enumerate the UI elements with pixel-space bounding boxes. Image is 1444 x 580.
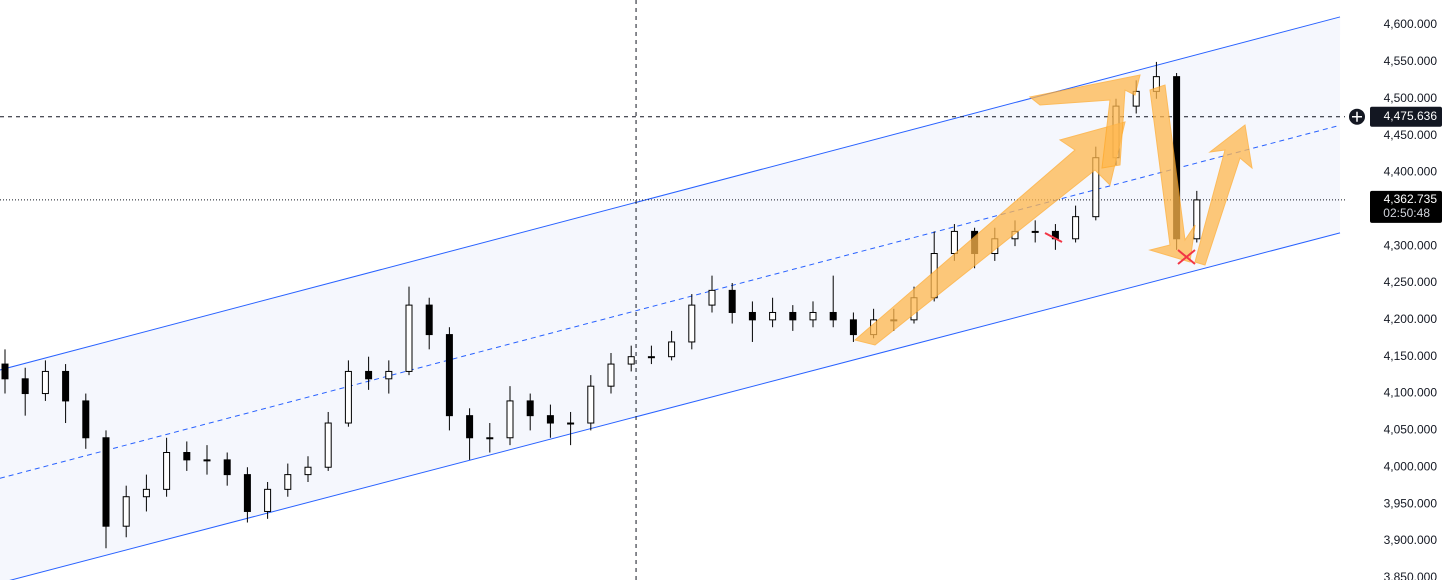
candle-body [163,452,171,490]
candle-body [809,311,817,321]
last-price-bg [1370,190,1442,223]
candle-body [627,356,635,365]
price-axis-bg [1345,0,1444,580]
channel-upper [0,16,1341,371]
candle-body [203,459,211,462]
candle-body [385,370,393,380]
y-tick-label: 4,300.000 [1384,238,1438,252]
crosshair-label: 4,475.636 [1384,109,1438,123]
candle-body [405,304,413,372]
candle-body [102,437,110,527]
candle-body [223,459,231,476]
candle-body [567,422,575,425]
candle-body [304,466,312,476]
crosshair-label-bg [1370,106,1442,127]
candle-body [344,370,352,424]
candle-body [587,385,595,424]
candle-body [607,363,615,387]
candle-body [506,400,514,439]
trend-arrow [1148,84,1196,263]
y-tick-label: 3,850.000 [1384,570,1438,580]
candle-body [21,378,29,395]
y-tick-label: 4,550.000 [1384,54,1438,68]
countdown: 02:50:48 [1383,206,1430,220]
candle-body [243,474,251,512]
trend-arrow [1194,124,1253,266]
candle-body [1,363,9,380]
y-tick-label: 4,000.000 [1384,459,1438,473]
candle-body [62,370,70,402]
candle-body [425,304,433,336]
y-tick-label: 3,950.000 [1384,496,1438,510]
candle-body [284,474,292,490]
channel-lower [9,232,1341,580]
candle-body [445,334,453,417]
candle-body [849,319,857,336]
candle-body [647,356,655,359]
add-alert-plus [1352,111,1362,122]
y-tick-label: 4,100.000 [1384,386,1438,400]
y-tick-label: 4,200.000 [1384,312,1438,326]
candle-body [708,289,716,306]
y-tick-label: 4,450.000 [1384,128,1438,142]
candle-body [546,415,554,424]
y-tick-label: 4,400.000 [1384,165,1438,179]
y-tick-label: 4,600.000 [1384,17,1438,31]
drawings [853,74,1253,346]
candle-body [728,289,736,313]
cross-mark [1044,232,1196,265]
candle-body [486,437,494,440]
candle-body [789,311,797,321]
candle-body [829,311,837,321]
candle-body [1072,216,1080,240]
candle-body [41,370,49,395]
candle-body [466,415,474,439]
candle-body [365,370,373,380]
candle-body [82,400,90,439]
candle-body [264,488,272,512]
candle-body [526,400,534,417]
y-tick-label: 4,500.000 [1384,91,1438,105]
channel-middle [0,124,1341,479]
last-price-label: 4,362.735 [1384,192,1438,206]
candle-body [668,341,676,358]
candle-body [183,452,191,461]
y-tick-label: 4,250.000 [1384,275,1438,289]
candle-body [1193,199,1201,240]
y-tick-label: 3,900.000 [1384,533,1438,547]
y-tick-label: 4,050.000 [1384,423,1438,437]
candle-body [324,422,332,468]
candle-body [1031,230,1039,233]
y-tick-label: 4,150.000 [1384,349,1438,363]
trend-arrow [1028,74,1141,169]
candle-body [688,304,696,343]
candle-body [769,311,777,321]
candle-body [142,488,150,498]
channel-fill [0,16,1341,580]
candle-body [122,496,130,527]
candle-body [748,311,756,321]
candle-body [950,230,958,255]
